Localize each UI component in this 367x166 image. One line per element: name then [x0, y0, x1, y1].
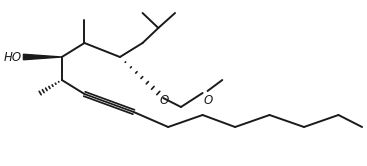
Text: O: O: [204, 94, 213, 107]
Text: O: O: [159, 94, 168, 107]
Polygon shape: [23, 54, 62, 60]
Text: HO: HO: [3, 50, 22, 64]
